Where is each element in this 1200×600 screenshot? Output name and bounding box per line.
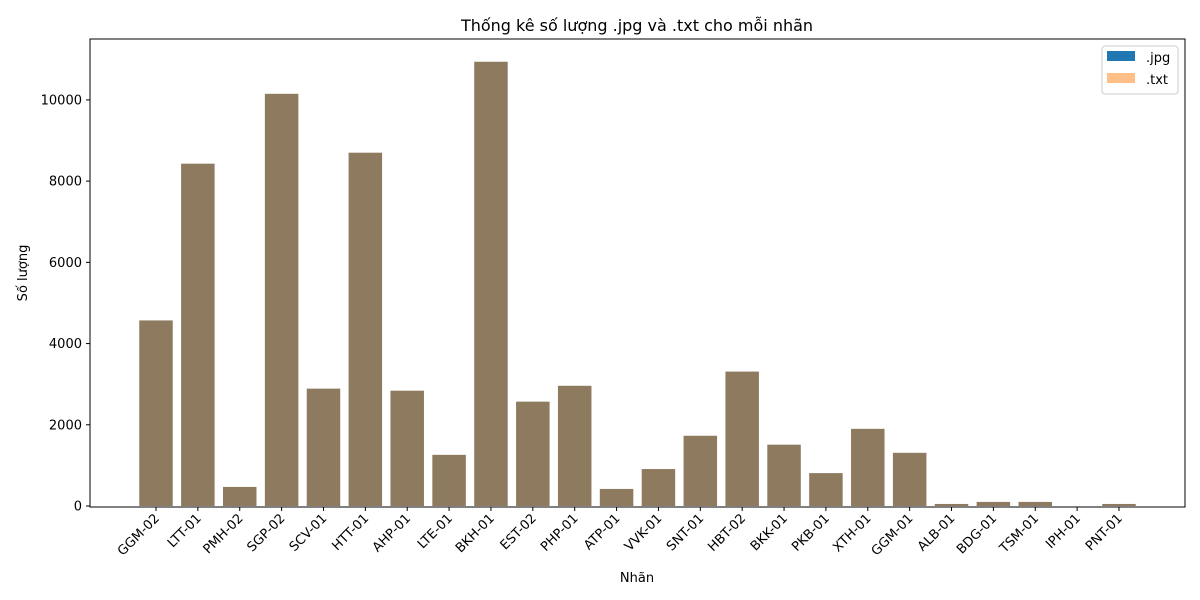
y-tick-label: 4000 — [49, 337, 82, 352]
x-tick-label: ALB-01 — [915, 511, 958, 554]
x-tick-label: BDG-01 — [954, 511, 1000, 557]
x-tick-label: PKB-01 — [789, 511, 832, 554]
plot-frame — [89, 38, 1186, 508]
bar-htt-01 — [348, 152, 383, 506]
bar-tsm-01 — [1018, 501, 1053, 506]
x-tick-label: LTT-01 — [165, 511, 205, 551]
x-tick-label: BKH-01 — [453, 511, 498, 556]
y-tick-label: 10000 — [41, 93, 82, 108]
legend: .jpg .txt — [1101, 45, 1179, 95]
x-tick-label: PHP-01 — [538, 511, 581, 554]
x-tick-label: HBT-02 — [705, 511, 749, 555]
x-tick-label: AHP-01 — [370, 511, 414, 555]
x-tick-label: SCV-01 — [287, 511, 331, 555]
bar-scv-01 — [306, 388, 341, 506]
bar-est-02 — [516, 401, 550, 506]
bar-pnt-01 — [1102, 503, 1136, 506]
x-tick-label: SGP-02 — [245, 511, 289, 555]
y-tick-label: 8000 — [49, 175, 82, 190]
legend-label-jpg: .jpg — [1146, 51, 1170, 66]
y-tick-label: 2000 — [49, 418, 82, 433]
bar-php-01 — [557, 385, 592, 506]
legend-label-txt: .txt — [1146, 73, 1168, 88]
x-axis-title: Nhãn — [620, 571, 654, 586]
bar-ggm-01 — [892, 452, 927, 506]
x-tick-label: SNT-01 — [664, 511, 707, 554]
x-tick-label: GGM-01 — [869, 511, 917, 559]
x-tick-label: LTE-01 — [415, 511, 456, 552]
bar-bkh-01 — [474, 61, 508, 507]
bar-alb-01 — [934, 503, 969, 506]
x-tick-label: ATP-01 — [581, 511, 623, 553]
bars-group — [139, 61, 1136, 507]
x-tick-label: IPH-01 — [1043, 511, 1084, 552]
bar-bdg-01 — [976, 501, 1011, 506]
bar-hbt-02 — [725, 371, 759, 506]
legend-swatch-jpg — [1107, 51, 1135, 61]
bar-ltt-01 — [181, 163, 215, 507]
x-tick-label: EST-02 — [498, 511, 540, 553]
y-axis: 0 2000 4000 6000 8000 10000 — [41, 93, 90, 515]
y-tick-label: 0 — [74, 500, 82, 515]
x-tick-label: VVK-01 — [622, 511, 665, 554]
bar-ahp-01 — [390, 390, 424, 506]
bar-bkk-01 — [767, 444, 801, 506]
bar-atp-01 — [599, 488, 634, 506]
bar-vvk-01 — [641, 469, 676, 506]
bar-pkb-01 — [809, 473, 843, 506]
bar-lte-01 — [432, 454, 466, 506]
chart-title: Thống kê số lượng .jpg và .txt cho mỗi n… — [460, 16, 813, 35]
x-tick-label: GGM-02 — [115, 511, 163, 559]
y-axis-title: Số lượng — [16, 245, 31, 302]
x-tick-label: HTT-01 — [329, 511, 372, 554]
bar-sgp-02 — [264, 93, 299, 506]
bar-xth-01 — [851, 428, 885, 506]
bar-pmh-02 — [222, 486, 257, 506]
legend-swatch-txt — [1107, 73, 1135, 83]
x-tick-label: PMH-02 — [201, 511, 247, 557]
x-tick-label: TSM-01 — [996, 511, 1042, 557]
bar-snt-01 — [683, 435, 718, 506]
bar-ggm-02 — [139, 320, 173, 506]
x-tick-label: BKK-01 — [748, 511, 791, 554]
x-tick-label: PNT-01 — [1083, 511, 1126, 554]
y-tick-label: 6000 — [49, 256, 82, 271]
